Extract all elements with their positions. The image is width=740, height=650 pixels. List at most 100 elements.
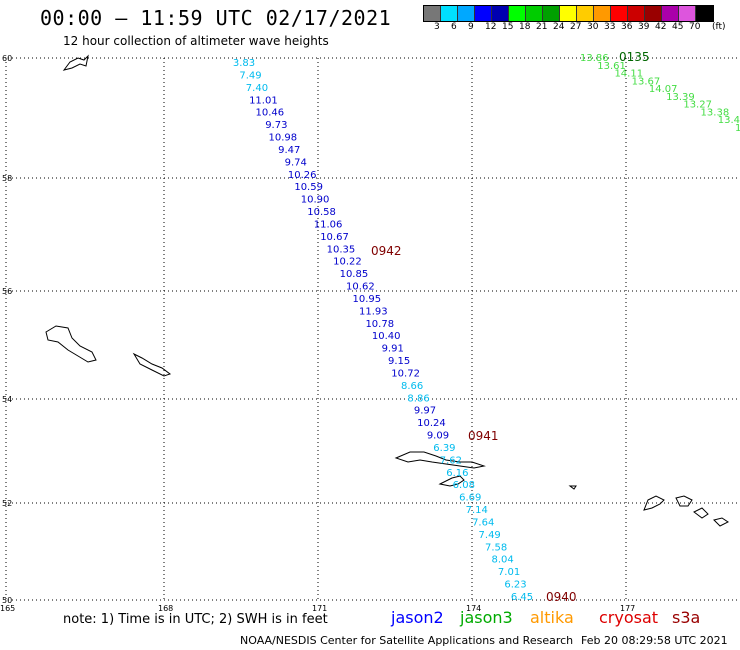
legend-unit: (ft) [712, 22, 726, 32]
lon-label: 174 [466, 604, 481, 613]
wave-height-label: 8.04 [491, 555, 513, 566]
legend-label: 45 [672, 22, 684, 32]
legend-swatch [526, 6, 543, 21]
color-scale-legend [423, 5, 714, 22]
wave-height-label: 10.59 [294, 182, 323, 193]
wave-height-label: 9.73 [265, 120, 287, 131]
legend-swatch [441, 6, 458, 21]
wave-height-label: 14.07 [649, 84, 678, 95]
legend-label: 30 [587, 22, 599, 32]
legend-swatch [509, 6, 526, 21]
wave-height-label: 7.14 [466, 505, 488, 516]
altimeter-track-2: 13.8613.6114.1113.6714.0713.3913.2713.38… [580, 50, 740, 134]
credit-line: NOAA/NESDIS Center for Satellite Applica… [240, 634, 574, 647]
legend-swatch [543, 6, 560, 21]
lat-label: 60 [2, 54, 12, 63]
legend-swatch [662, 6, 679, 21]
wave-height-label: 11.06 [314, 219, 343, 230]
wave-height-label: 9.47 [278, 145, 300, 156]
latitude-labels: 60 58 56 54 52 50 [2, 54, 12, 605]
wave-height-label: 14.11 [614, 69, 643, 80]
wave-height-label: 10.58 [307, 207, 336, 218]
wave-height-label: 13.27 [683, 100, 712, 111]
wave-height-label: 13 [735, 123, 740, 134]
wave-height-label: 11.01 [249, 95, 278, 106]
legend-swatch [645, 6, 662, 21]
lon-label: 168 [158, 604, 173, 613]
coastline [45, 54, 729, 527]
legend-swatch [611, 6, 628, 21]
legend-swatch [577, 6, 594, 21]
islet-4 [693, 507, 709, 519]
bering-island [45, 325, 97, 363]
legend-label: 24 [553, 22, 565, 32]
wave-height-label: 8.66 [401, 381, 423, 392]
wave-height-label: 10.24 [417, 418, 446, 429]
wave-height-label: 9.74 [285, 157, 307, 168]
pass-time-label: 0135 [619, 50, 650, 64]
satellite-jason3-label: jason3 [460, 608, 513, 627]
legend-swatch [594, 6, 611, 21]
wave-height-label: 6.16 [446, 468, 468, 479]
medny-island [132, 352, 172, 377]
wave-height-label: 10.90 [301, 195, 330, 206]
pass-time-label: 0942 [371, 244, 402, 258]
wave-height-label: 7.01 [498, 567, 520, 578]
legend-label: 15 [502, 22, 514, 32]
footer-note: note: 1) Time is in UTC; 2) SWH is in fe… [63, 612, 328, 627]
satellite-altika-label: altika [530, 608, 574, 627]
page-title: 00:00 – 11:59 UTC 02/17/2021 [40, 6, 392, 30]
lon-label: 171 [312, 604, 327, 613]
lat-label: 56 [2, 287, 12, 296]
wave-height-label: 6.23 [504, 580, 526, 591]
wave-height-label: 7.40 [246, 83, 268, 94]
longitude-labels: 165 168 171 174 177 [0, 604, 635, 613]
wave-height-label: 9.91 [382, 344, 404, 355]
legend-label: 3 [434, 22, 440, 32]
legend-label: 6 [451, 22, 457, 32]
color-scale-labels: 3 6 9 12 15 18 21 24 27 30 33 36 39 42 45 70 (ft) [430, 22, 740, 34]
wave-height-label: 9.15 [388, 356, 410, 367]
lat-label: 50 [2, 596, 12, 605]
legend-swatch [475, 6, 492, 21]
legend-label: 21 [536, 22, 548, 32]
legend-label: 70 [689, 22, 701, 32]
kiska-island [394, 451, 486, 469]
wave-height-label: 10.85 [340, 269, 369, 280]
wave-height-label: 6.69 [459, 493, 481, 504]
legend-label: 27 [570, 22, 582, 32]
page-subtitle: 12 hour collection of altimeter wave hei… [63, 34, 329, 48]
legend-label: 36 [621, 22, 633, 32]
wave-height-label: 10.62 [346, 282, 375, 293]
legend-label: 18 [519, 22, 531, 32]
wave-height-label: 10.72 [391, 368, 420, 379]
wave-height-label: 10.78 [365, 319, 394, 330]
wave-height-label: 10.46 [256, 108, 285, 119]
wave-height-label: 13.67 [632, 76, 661, 87]
wave-height-label: 3.83 [233, 58, 255, 69]
wave-height-label: 10.98 [268, 133, 297, 144]
wave-height-label: 9.09 [427, 431, 449, 442]
wave-height-label: 6.08 [453, 480, 475, 491]
lon-label: 165 [0, 604, 15, 613]
islet-5 [713, 517, 729, 527]
satellite-s3a-label: s3a [672, 608, 701, 627]
wave-height-label: 10.26 [288, 170, 317, 181]
legend-label: 12 [485, 22, 497, 32]
legend-swatch [458, 6, 475, 21]
pass-time-label: 0940 [546, 590, 577, 604]
wave-height-label: 13.47 [718, 115, 740, 126]
lon-label: 177 [620, 604, 635, 613]
wave-height-label: 13.61 [597, 61, 626, 72]
wave-height-label: 10.22 [333, 257, 362, 268]
legend-swatch [424, 6, 441, 21]
legend-label: 39 [638, 22, 650, 32]
legend-label: 33 [604, 22, 616, 32]
wave-height-label: 11.93 [359, 306, 388, 317]
wave-height-label: 7.58 [485, 542, 507, 553]
wave-height-label: 8.86 [407, 393, 429, 404]
wave-height-label: 7.49 [479, 530, 501, 541]
amchitka-island [438, 475, 465, 487]
generation-timestamp: Feb 20 08:29:58 UTC 2021 [581, 634, 728, 647]
